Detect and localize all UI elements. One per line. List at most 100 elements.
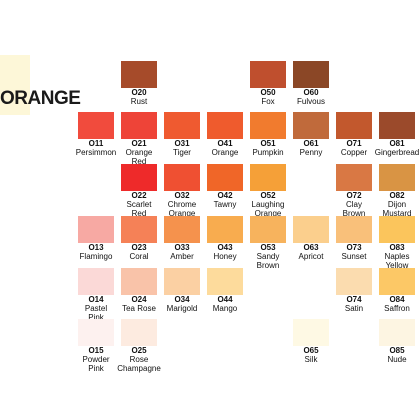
swatch-name: Flamingo <box>79 252 113 261</box>
swatch-name: Persimmon <box>75 148 117 157</box>
swatch-name: Pastel Pink <box>84 304 108 322</box>
swatch-name: Rust <box>130 97 148 106</box>
swatch-code: O65 <box>303 346 319 355</box>
color-chip-o31 <box>164 112 200 139</box>
swatch-code: O84 <box>389 295 405 304</box>
swatch-name: Dijon Mustard <box>382 200 412 218</box>
color-chip-o43 <box>207 216 243 243</box>
color-chip-o14 <box>78 268 114 295</box>
color-chip-o53 <box>250 216 286 243</box>
swatch-name: Mango <box>212 304 238 313</box>
color-chip-o32 <box>164 164 200 191</box>
swatch-code: O51 <box>260 139 276 148</box>
swatch-code: O42 <box>217 191 233 200</box>
swatch-name: Amber <box>170 252 194 261</box>
swatch-name: Chrome Orange <box>167 200 197 218</box>
color-chip-o41 <box>207 112 243 139</box>
swatch-code: O31 <box>174 139 190 148</box>
swatch-code: O52 <box>260 191 276 200</box>
swatch-code: O63 <box>303 243 319 252</box>
color-chip-o60 <box>293 61 329 88</box>
color-chip-o84 <box>379 268 415 295</box>
color-chip-o72 <box>336 164 372 191</box>
swatch-code: O72 <box>346 191 362 200</box>
color-chip-o42 <box>207 164 243 191</box>
swatch-name: Sunset <box>341 252 367 261</box>
color-chip-o44 <box>207 268 243 295</box>
swatch-code: O22 <box>131 191 147 200</box>
color-chip-o13 <box>78 216 114 243</box>
swatch-code: O50 <box>260 88 276 97</box>
swatch-code: O44 <box>217 295 233 304</box>
swatch-code: O33 <box>174 243 190 252</box>
swatch-name: Honey <box>213 252 237 261</box>
color-chip-o82 <box>379 164 415 191</box>
color-chip-o51 <box>250 112 286 139</box>
swatch-name: Apricot <box>298 252 324 261</box>
swatch-code: O24 <box>131 295 147 304</box>
color-chip-o20 <box>121 61 157 88</box>
swatch-code: O15 <box>88 346 104 355</box>
color-chip-o15 <box>78 319 114 346</box>
swatch-code: O73 <box>346 243 362 252</box>
swatch-name: Satin <box>344 304 364 313</box>
swatch-name: Orange <box>211 148 239 157</box>
swatch-name: Rose Champagne <box>117 355 161 373</box>
color-chip-o11 <box>78 112 114 139</box>
color-chip-o50 <box>250 61 286 88</box>
swatch-name: Marigold <box>166 304 198 313</box>
swatch-code: O71 <box>346 139 362 148</box>
swatch-code: O43 <box>217 243 233 252</box>
swatch-name: Silk <box>304 355 318 364</box>
swatch-name: Sandy Brown <box>256 252 280 270</box>
color-chip-o83 <box>379 216 415 243</box>
swatch-name: Naples Yellow <box>384 252 410 270</box>
swatch-code: O13 <box>88 243 104 252</box>
swatch-code: O25 <box>131 346 147 355</box>
swatch-name: Penny <box>299 148 323 157</box>
color-chip-o24 <box>121 268 157 295</box>
swatch-code: O53 <box>260 243 276 252</box>
swatch-code: O11 <box>88 139 104 148</box>
swatch-name: Gingerbread <box>374 148 420 157</box>
swatch-name: Scarlet Red <box>126 200 152 218</box>
swatch-name: Pumpkin <box>252 148 284 157</box>
color-chip-o23 <box>121 216 157 243</box>
color-chip-o25 <box>121 319 157 346</box>
page-title: ORANGE <box>0 88 81 109</box>
swatch-name: Fox <box>261 97 275 106</box>
brand-bar <box>0 55 30 115</box>
color-chip-o21 <box>121 112 157 139</box>
swatch-code: O14 <box>88 295 104 304</box>
swatch-name: Nude <box>387 355 407 364</box>
swatch-name: Clay Brown <box>342 200 366 218</box>
color-chip-o65 <box>293 319 329 346</box>
swatch-name: Coral <box>129 252 149 261</box>
swatch-code: O82 <box>389 191 405 200</box>
swatch-code: O34 <box>174 295 190 304</box>
swatch-code: O81 <box>389 139 405 148</box>
color-chip-o34 <box>164 268 200 295</box>
swatch-name: Saffron <box>384 304 410 313</box>
color-chip-o74 <box>336 268 372 295</box>
swatch-code: O83 <box>389 243 405 252</box>
color-chip-o73 <box>336 216 372 243</box>
swatch-name: Powder Pink <box>82 355 110 373</box>
swatch-name: Laughing Orange <box>251 200 285 218</box>
color-chip-o61 <box>293 112 329 139</box>
color-chip-o63 <box>293 216 329 243</box>
swatch-code: O61 <box>303 139 319 148</box>
color-chip-o52 <box>250 164 286 191</box>
color-chip-o33 <box>164 216 200 243</box>
color-chip-o81 <box>379 112 415 139</box>
swatch-name: Copper <box>340 148 368 157</box>
color-chip-o22 <box>121 164 157 191</box>
swatch-name: Tea Rose <box>122 304 156 313</box>
swatch-code: O41 <box>217 139 233 148</box>
swatch-code: O74 <box>346 295 362 304</box>
swatch-name: Orange Red <box>125 148 153 166</box>
color-chip-o85 <box>379 319 415 346</box>
swatch-name: Tiger <box>173 148 191 157</box>
swatch-name: Fulvous <box>296 97 325 106</box>
swatch-code: O21 <box>131 139 147 148</box>
